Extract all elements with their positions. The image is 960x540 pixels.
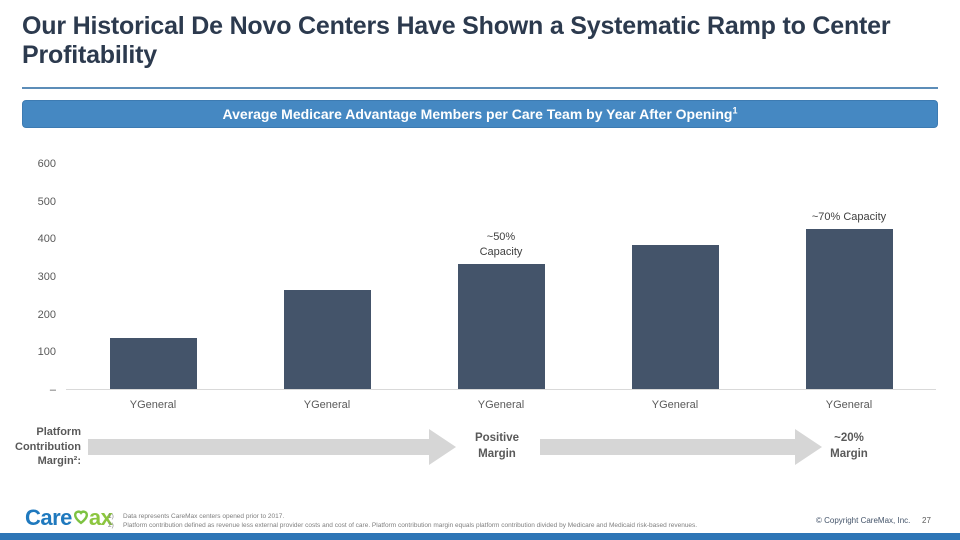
x-axis-label: YGeneral bbox=[303, 399, 351, 411]
arrow-body bbox=[88, 439, 429, 455]
capacity-annotation: ~70% Capacity bbox=[811, 210, 887, 223]
x-axis-label: YGeneral bbox=[651, 399, 699, 411]
x-axis-label: YGeneral bbox=[477, 399, 525, 411]
heart-icon bbox=[72, 504, 89, 531]
slide-title: Our Historical De Novo Centers Have Show… bbox=[22, 12, 891, 69]
ramp-arrow-2 bbox=[540, 429, 822, 465]
y-tick-label: 500 bbox=[37, 195, 56, 208]
bar-slot bbox=[66, 164, 240, 389]
x-axis-labels: YGeneral YGeneral YGeneral YGeneral YGeneral bbox=[66, 399, 936, 411]
footnote: 2) Platform contribution defined as reven… bbox=[108, 521, 808, 530]
footnote-number: 2) bbox=[108, 522, 114, 529]
arrow-body bbox=[540, 439, 795, 455]
footnote-text: Platform contribution defined as revenue… bbox=[123, 522, 698, 529]
y-axis-tick-labels: 600 500 400 300 200 100 – bbox=[8, 157, 56, 397]
arrow-head-icon bbox=[795, 429, 822, 465]
bar-slot: ~70% Capacity bbox=[762, 164, 936, 389]
chart-title-banner: Average Medicare Advantage Members per C… bbox=[22, 100, 938, 128]
bar-slot bbox=[240, 164, 414, 389]
logo-care-text: Care bbox=[25, 504, 72, 530]
y-tick-label: 600 bbox=[37, 158, 56, 170]
x-axis-label: YGeneral bbox=[825, 399, 873, 411]
bar bbox=[109, 338, 197, 389]
bar bbox=[631, 244, 719, 389]
capacity-annotation: ~50% Capacity bbox=[479, 231, 523, 259]
y-tick-label: 200 bbox=[37, 308, 56, 321]
plot-area: ~50% Capacity ~70% Capacity bbox=[66, 164, 936, 390]
chart-title-text: Average Medicare Advantage Members per C… bbox=[222, 106, 733, 122]
caremax-logo: Care ax bbox=[25, 504, 113, 531]
bar bbox=[283, 289, 371, 389]
bar-slot bbox=[588, 164, 762, 389]
positive-margin-label: Positive Margin bbox=[474, 432, 520, 460]
y-tick-label: – bbox=[49, 383, 56, 396]
y-tick-label: 400 bbox=[37, 233, 56, 246]
title-underline bbox=[22, 87, 938, 89]
bottom-accent-strip bbox=[0, 533, 960, 540]
chart-title-footnote-marker: 1 bbox=[732, 105, 738, 116]
footnotes: 1) Data represents CareMax centers opened… bbox=[108, 512, 808, 530]
platform-contribution-margin-label: Platform Contribution Margin²: bbox=[15, 426, 81, 468]
logo-ax-text: ax bbox=[88, 504, 113, 530]
x-axis-label: YGeneral bbox=[129, 399, 177, 411]
ramp-arrow-1 bbox=[88, 429, 456, 465]
copyright-text: © Copyright CareMax, Inc. bbox=[816, 516, 911, 525]
page-number: 27 bbox=[922, 516, 931, 525]
y-tick-label: 300 bbox=[37, 270, 56, 283]
arrow-head-icon bbox=[429, 429, 456, 465]
y-tick-label: 100 bbox=[37, 346, 56, 359]
footnote-text: Data represents CareMax centers opened p… bbox=[123, 513, 285, 520]
bar bbox=[457, 264, 545, 389]
twenty-percent-margin-label: ~20% Margin bbox=[830, 432, 868, 460]
bar bbox=[805, 228, 893, 389]
bar-slot: ~50% Capacity bbox=[414, 164, 588, 389]
footnote: 1) Data represents CareMax centers opened… bbox=[108, 512, 808, 521]
footnote-number: 1) bbox=[108, 513, 114, 520]
